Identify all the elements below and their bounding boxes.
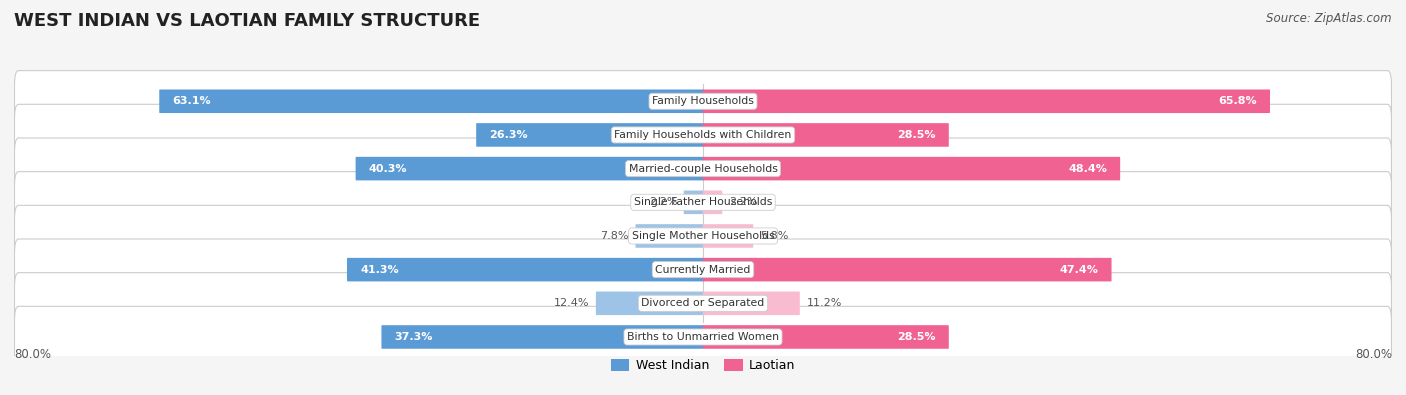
Text: 65.8%: 65.8% xyxy=(1218,96,1257,106)
Text: WEST INDIAN VS LAOTIAN FAMILY STRUCTURE: WEST INDIAN VS LAOTIAN FAMILY STRUCTURE xyxy=(14,12,481,30)
FancyBboxPatch shape xyxy=(356,157,703,181)
FancyBboxPatch shape xyxy=(14,172,1392,233)
FancyBboxPatch shape xyxy=(703,157,1121,181)
Text: 7.8%: 7.8% xyxy=(600,231,628,241)
Text: 37.3%: 37.3% xyxy=(395,332,433,342)
FancyBboxPatch shape xyxy=(703,123,949,147)
Text: 40.3%: 40.3% xyxy=(368,164,408,174)
FancyBboxPatch shape xyxy=(14,307,1392,368)
FancyBboxPatch shape xyxy=(703,224,754,248)
FancyBboxPatch shape xyxy=(683,190,703,214)
Text: Single Father Households: Single Father Households xyxy=(634,197,772,207)
Text: 63.1%: 63.1% xyxy=(173,96,211,106)
Text: Family Households: Family Households xyxy=(652,96,754,106)
Text: Family Households with Children: Family Households with Children xyxy=(614,130,792,140)
FancyBboxPatch shape xyxy=(703,258,1112,281)
Text: 2.2%: 2.2% xyxy=(648,197,678,207)
Text: Currently Married: Currently Married xyxy=(655,265,751,275)
FancyBboxPatch shape xyxy=(14,205,1392,267)
FancyBboxPatch shape xyxy=(14,239,1392,300)
Text: 5.8%: 5.8% xyxy=(759,231,789,241)
Text: 26.3%: 26.3% xyxy=(489,130,529,140)
Text: Single Mother Households: Single Mother Households xyxy=(631,231,775,241)
Text: Births to Unmarried Women: Births to Unmarried Women xyxy=(627,332,779,342)
Text: Divorced or Separated: Divorced or Separated xyxy=(641,298,765,308)
Text: 28.5%: 28.5% xyxy=(897,332,935,342)
Text: 11.2%: 11.2% xyxy=(807,298,842,308)
Text: 41.3%: 41.3% xyxy=(360,265,399,275)
FancyBboxPatch shape xyxy=(703,90,1270,113)
FancyBboxPatch shape xyxy=(703,190,723,214)
Legend: West Indian, Laotian: West Indian, Laotian xyxy=(610,359,796,372)
Text: 80.0%: 80.0% xyxy=(1355,348,1392,361)
FancyBboxPatch shape xyxy=(477,123,703,147)
FancyBboxPatch shape xyxy=(14,104,1392,166)
Text: 12.4%: 12.4% xyxy=(554,298,589,308)
Text: Married-couple Households: Married-couple Households xyxy=(628,164,778,174)
FancyBboxPatch shape xyxy=(14,71,1392,132)
FancyBboxPatch shape xyxy=(14,273,1392,334)
Text: Source: ZipAtlas.com: Source: ZipAtlas.com xyxy=(1267,12,1392,25)
FancyBboxPatch shape xyxy=(347,258,703,281)
FancyBboxPatch shape xyxy=(703,325,949,349)
FancyBboxPatch shape xyxy=(703,292,800,315)
FancyBboxPatch shape xyxy=(381,325,703,349)
Text: 48.4%: 48.4% xyxy=(1069,164,1107,174)
FancyBboxPatch shape xyxy=(596,292,703,315)
Text: 2.2%: 2.2% xyxy=(728,197,758,207)
FancyBboxPatch shape xyxy=(636,224,703,248)
Text: 47.4%: 47.4% xyxy=(1059,265,1098,275)
Text: 80.0%: 80.0% xyxy=(14,348,51,361)
Text: 28.5%: 28.5% xyxy=(897,130,935,140)
FancyBboxPatch shape xyxy=(159,90,703,113)
FancyBboxPatch shape xyxy=(14,138,1392,199)
